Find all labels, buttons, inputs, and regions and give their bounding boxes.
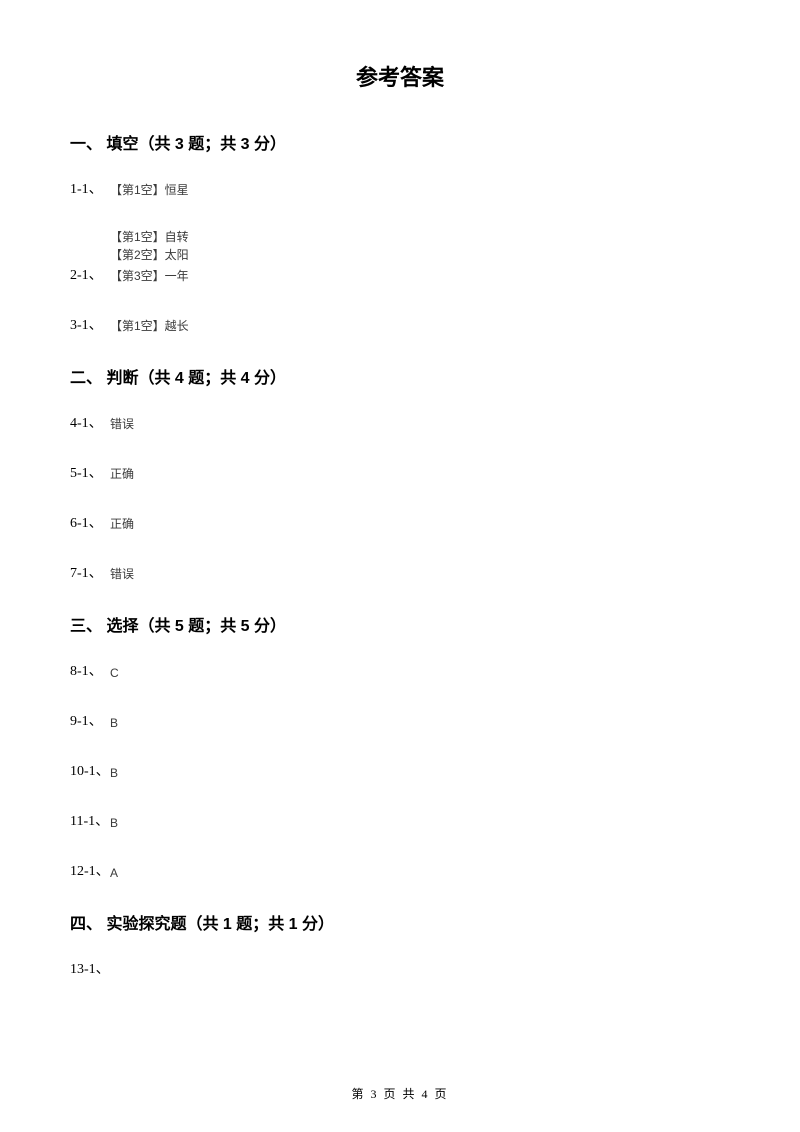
answer-line: 【第2空】太阳	[110, 246, 730, 264]
answer-val: 正确	[110, 465, 134, 482]
section-2-header: 二、 判断（共 4 题；共 4 分）	[70, 364, 730, 388]
answer-val: A	[110, 866, 118, 880]
answer-12-1: 12-1、 A	[70, 860, 730, 880]
answer-5-1: 5-1、 正确	[70, 462, 730, 482]
answer-11-1: 11-1、 B	[70, 810, 730, 830]
answer-val: 【第1空】恒星	[110, 181, 189, 198]
answer-val: B	[110, 716, 118, 730]
page-footer: 第 3 页 共 4 页	[0, 1085, 800, 1102]
answer-num: 5-1、	[70, 462, 110, 482]
answer-13-1: 13-1、	[70, 958, 730, 978]
answer-val: C	[110, 666, 119, 680]
answer-val: 错误	[110, 565, 134, 582]
answer-val: 错误	[110, 415, 134, 432]
answer-num: 4-1、	[70, 412, 110, 432]
answer-val: 【第1空】越长	[110, 317, 189, 334]
section-4-header: 四、 实验探究题（共 1 题；共 1 分）	[70, 910, 730, 934]
answer-8-1: 8-1、 C	[70, 660, 730, 680]
answer-num: 3-1、	[70, 314, 110, 334]
answer-val: 【第3空】一年	[110, 267, 189, 284]
page-title: 参考答案	[70, 60, 730, 92]
answer-num: 2-1、	[70, 264, 110, 284]
answer-2-1: 【第1空】自转 【第2空】太阳 2-1、 【第3空】一年	[70, 228, 730, 284]
answer-6-1: 6-1、 正确	[70, 512, 730, 532]
answer-val: B	[110, 766, 118, 780]
answer-10-1: 10-1、 B	[70, 760, 730, 780]
answer-9-1: 9-1、 B	[70, 710, 730, 730]
answer-num: 12-1、	[70, 860, 110, 880]
answer-3-1: 3-1、 【第1空】越长	[70, 314, 730, 334]
answer-val: B	[110, 816, 118, 830]
answer-7-1: 7-1、 错误	[70, 562, 730, 582]
answer-4-1: 4-1、 错误	[70, 412, 730, 432]
answer-num: 1-1、	[70, 178, 110, 198]
section-1-header: 一、 填空（共 3 题；共 3 分）	[70, 130, 730, 154]
answer-num: 7-1、	[70, 562, 110, 582]
section-3-header: 三、 选择（共 5 题；共 5 分）	[70, 612, 730, 636]
answer-num: 9-1、	[70, 710, 110, 730]
answer-num: 10-1、	[70, 760, 110, 780]
answer-line: 【第1空】自转	[110, 228, 730, 246]
answer-1-1: 1-1、 【第1空】恒星	[70, 178, 730, 198]
answer-val: 正确	[110, 515, 134, 532]
answer-num: 8-1、	[70, 660, 110, 680]
answer-num: 13-1、	[70, 958, 110, 978]
answer-num: 11-1、	[70, 810, 110, 830]
answer-num: 6-1、	[70, 512, 110, 532]
